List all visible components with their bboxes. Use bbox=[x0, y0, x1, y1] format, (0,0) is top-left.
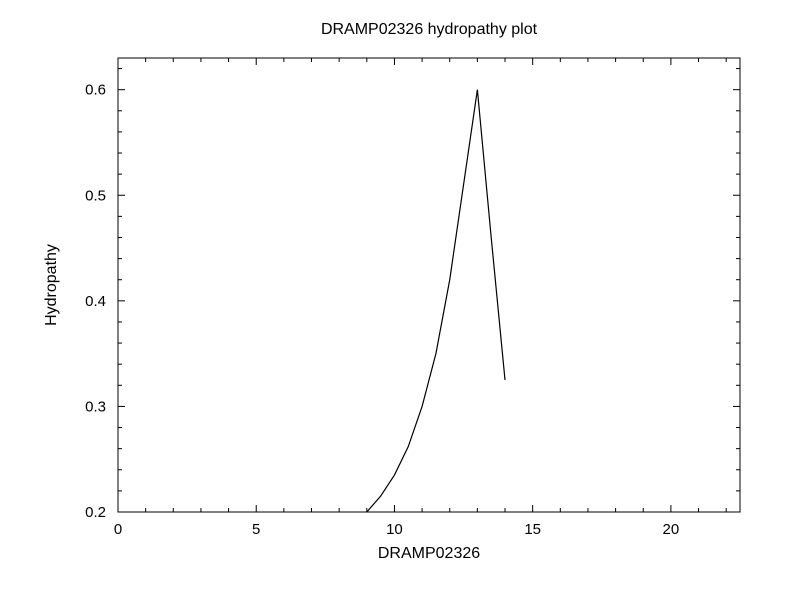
chart-title: DRAMP02326 hydropathy plot bbox=[321, 21, 538, 38]
x-tick-label: 5 bbox=[252, 521, 260, 538]
x-tick-label: 20 bbox=[663, 521, 680, 538]
x-tick-label: 15 bbox=[524, 521, 541, 538]
y-tick-label: 0.3 bbox=[85, 398, 106, 415]
y-tick-label: 0.4 bbox=[85, 293, 106, 310]
chart-svg: 0 5 10 15 20 0.2 0.3 0.4 0.5 0.6 DRAMP02326 hydrop… bbox=[0, 0, 800, 600]
x-tick-label: 0 bbox=[114, 521, 122, 538]
hydropathy-chart: 0 5 10 15 20 0.2 0.3 0.4 0.5 0.6 DRAMP02326 hydrop… bbox=[0, 0, 800, 600]
x-axis-label: DRAMP02326 bbox=[378, 545, 480, 562]
x-tick-label: 10 bbox=[386, 521, 403, 538]
data-line bbox=[367, 90, 505, 512]
y-axis-label: Hydropathy bbox=[43, 244, 60, 326]
y-tick-label: 0.2 bbox=[85, 504, 106, 521]
y-tick-label: 0.5 bbox=[85, 187, 106, 204]
y-tick-label: 0.6 bbox=[85, 82, 106, 99]
